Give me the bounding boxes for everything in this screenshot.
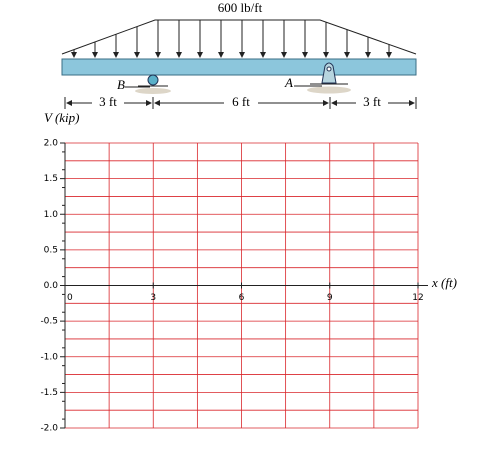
load-label: 600 lb/ft — [218, 0, 263, 15]
dimension-lines — [64, 97, 417, 109]
y-tick-label: -0.5 — [40, 317, 58, 327]
x-tick-label: 6 — [239, 293, 245, 303]
support-b — [135, 74, 171, 94]
x-tick-label: 3 — [150, 293, 156, 303]
x-tick-label: 9 — [327, 293, 333, 303]
dimension-label: 3 ft — [99, 94, 117, 109]
support-a — [307, 62, 351, 94]
beam — [61, 58, 417, 76]
y-tick-label: 1.5 — [44, 174, 58, 184]
y-tick-label: 1.0 — [44, 210, 59, 220]
y-tick-label: 2.0 — [44, 139, 59, 149]
support-label: B — [117, 77, 125, 92]
y-tick-label: -1.5 — [40, 388, 58, 398]
y-tick-label: -1.0 — [40, 352, 58, 362]
x-tick-label: 0 — [67, 293, 73, 303]
x-axis-label: x (ft) — [431, 275, 457, 290]
x-tick-label: 12 — [412, 293, 423, 303]
y-axis-label: V (kip) — [44, 110, 80, 125]
y-tick-label: 0.0 — [44, 281, 59, 291]
dimension-label: 6 ft — [232, 94, 250, 109]
dimension-label: 3 ft — [363, 94, 381, 109]
plot: 0 3 6 9 12 2.0 1.5 1.0 0.5 0.0 -0.5 -1.0 -1.5 -2.0 — [40, 139, 428, 434]
y-tick-label: 0.5 — [44, 245, 58, 255]
support-label: A — [284, 75, 293, 90]
y-tick-label: -2.0 — [40, 424, 58, 434]
distributed-load — [61, 19, 417, 58]
